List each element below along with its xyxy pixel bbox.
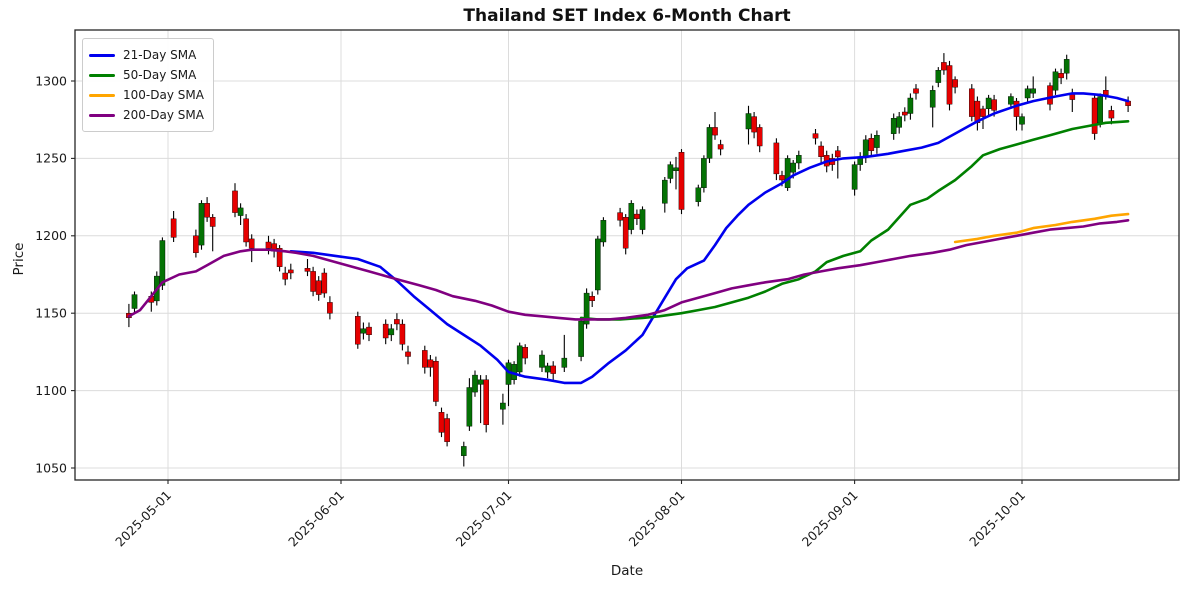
chart-title: Thailand SET Index 6-Month Chart: [463, 6, 791, 26]
sma100-line: [953, 212, 1130, 244]
svg-text:1050: 1050: [35, 460, 67, 475]
legend-label: 21-Day SMA: [123, 48, 197, 62]
x-axis-label: Date: [610, 563, 644, 579]
legend-item-200-day-sma: 200-Day SMA: [89, 105, 205, 125]
legend-label: 200-Day SMA: [123, 108, 204, 122]
svg-text:2025-09-01: 2025-09-01: [799, 488, 861, 550]
y-axis-label: Price: [11, 242, 27, 276]
svg-text:1300: 1300: [35, 73, 67, 88]
svg-text:2025-10-01: 2025-10-01: [966, 488, 1028, 550]
svg-text:2025-07-01: 2025-07-01: [453, 488, 515, 550]
svg-text:1250: 1250: [35, 151, 67, 166]
svg-text:1200: 1200: [35, 228, 67, 243]
sma21-line: [289, 92, 1130, 385]
svg-text:1150: 1150: [35, 306, 67, 321]
svg-text:2025-06-01: 2025-06-01: [285, 488, 347, 550]
y-axis-ticks: 1050 1100 1150 1200 1250 1300: [35, 73, 75, 475]
legend-label: 100-Day SMA: [123, 88, 204, 102]
sma200-line: [127, 219, 1130, 321]
legend-item-21-day-sma: 21-Day SMA: [89, 45, 205, 65]
plot-border: [74, 29, 1180, 481]
legend-item-50-day-sma: 50-Day SMA: [89, 65, 205, 85]
sma200-line-swatch: [89, 113, 115, 117]
sma50-line: [579, 120, 1130, 321]
x-axis-ticks: 2025-05-01 2025-06-01 2025-07-01 2025-08-01…: [112, 480, 1028, 549]
svg-text:2025-08-01: 2025-08-01: [626, 488, 688, 550]
svg-text:1100: 1100: [35, 383, 67, 398]
legend-label: 50-Day SMA: [123, 68, 197, 82]
sma100-line-swatch: [89, 93, 115, 97]
svg-text:2025-05-01: 2025-05-01: [112, 488, 174, 550]
candles-layer: [126, 53, 1131, 467]
sma50-line-swatch: [89, 73, 115, 77]
sma21-line-swatch: [89, 53, 115, 57]
legend-item-100-day-sma: 100-Day SMA: [89, 85, 205, 105]
legend: 21-Day SMA 50-Day SMA 100-Day SMA 200-Da…: [82, 38, 214, 132]
